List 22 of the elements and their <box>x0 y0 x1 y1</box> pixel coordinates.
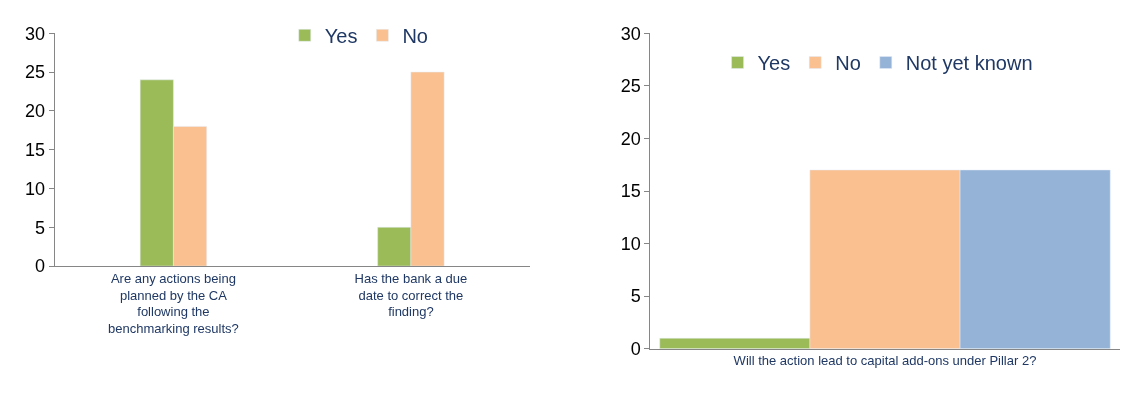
y-tick-label: 25 <box>620 76 641 97</box>
legend-label: No <box>835 52 861 75</box>
y-tick-label: 15 <box>25 139 46 160</box>
y-tick-label: 20 <box>25 101 46 122</box>
legend-label: Yes <box>757 52 791 75</box>
y-tick-label: 0 <box>630 339 641 360</box>
y-tick-label: 0 <box>35 256 46 277</box>
y-tick-label: 5 <box>630 286 641 307</box>
y-tick-label: 20 <box>620 128 641 149</box>
legend-label: Not yet known <box>905 52 1033 75</box>
y-tick-label: 30 <box>620 23 641 44</box>
y-tick-label: 15 <box>620 181 641 202</box>
y-tick-label: 25 <box>25 62 46 83</box>
y-tick-label: 10 <box>25 178 46 199</box>
x-tick-label: Has the bank a due date to correct the finding? <box>354 270 468 320</box>
y-tick-label: 10 <box>620 233 641 254</box>
x-tick-label: Will the action lead to capital add-ons under Pillar 2? <box>733 353 1037 369</box>
legend-label: No <box>402 25 428 48</box>
legend-label: Yes <box>324 25 358 48</box>
y-tick-label: 5 <box>35 217 46 238</box>
y-tick-label: 30 <box>25 23 46 44</box>
x-tick-label: Are any actions being planned by the CA following the benchmarking results? <box>108 270 239 337</box>
